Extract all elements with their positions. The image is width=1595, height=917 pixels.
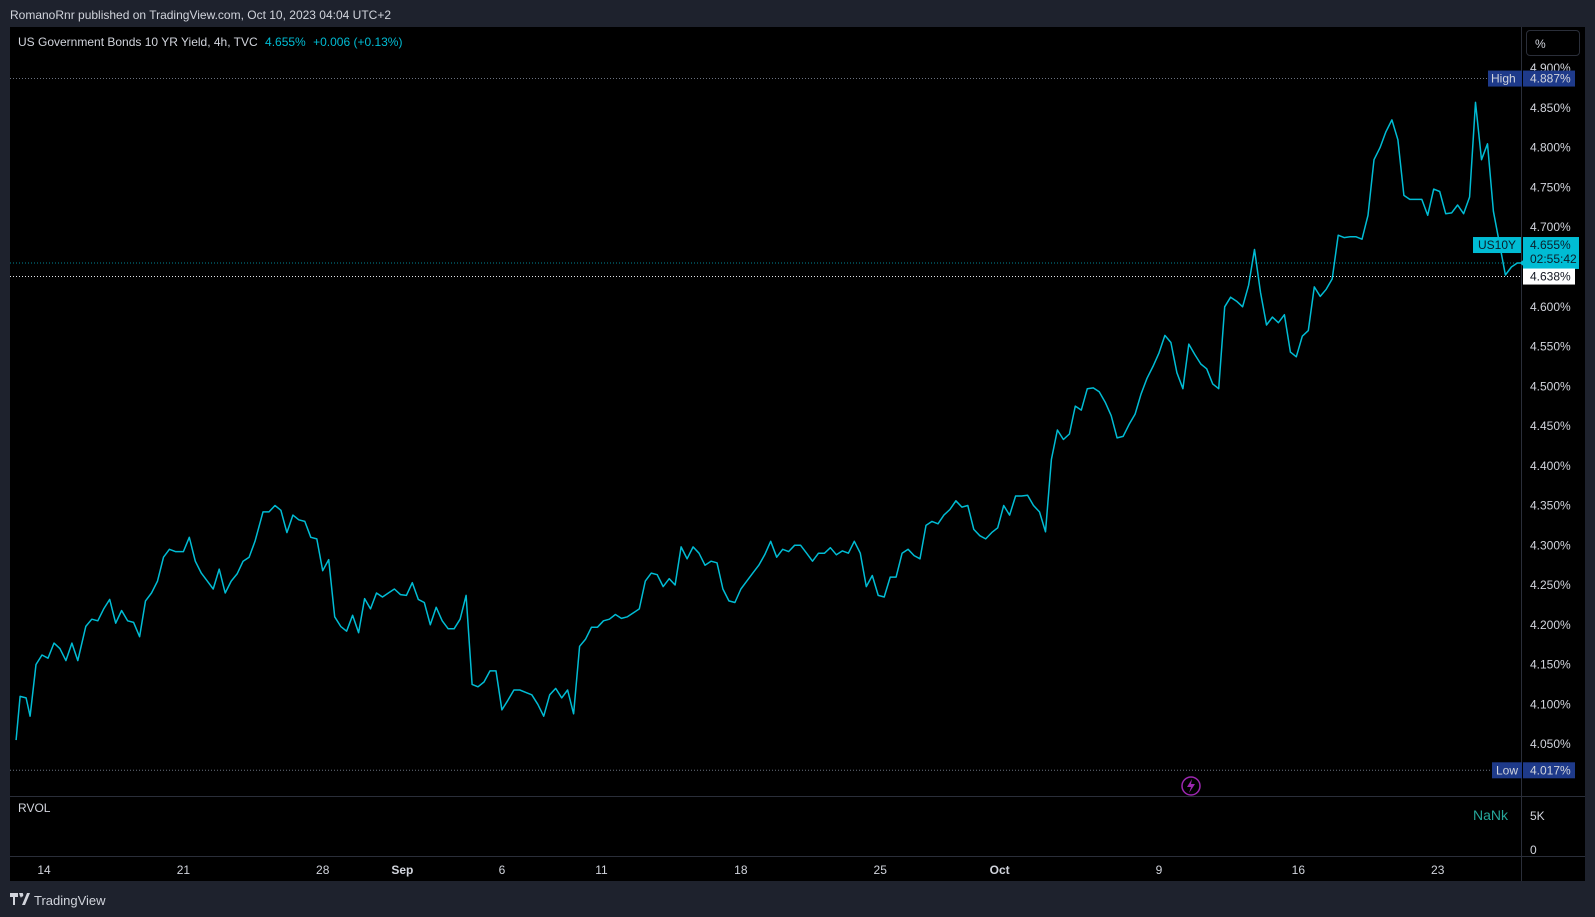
- low-value-label: 4.017%: [1530, 763, 1571, 777]
- rvol-tick-label: 5K: [1530, 809, 1545, 823]
- series-title: US Government Bonds 10 YR Yield, 4h, TVC: [18, 35, 258, 49]
- series-line: [15, 101, 1524, 741]
- symbol-tag-label: US10Y: [1478, 238, 1516, 252]
- price-tick-label: 4.450%: [1530, 419, 1571, 433]
- price-tick-label: 4.550%: [1530, 340, 1571, 354]
- tradingview-logo-icon: [10, 893, 30, 908]
- crosshair-value-label: 4.638%: [1530, 270, 1571, 284]
- series-legend[interactable]: US Government Bonds 10 YR Yield, 4h, TVC…: [18, 35, 402, 49]
- time-tick-label: 11: [595, 863, 608, 877]
- time-scale-divider: [10, 856, 1585, 857]
- series-change: +0.006 (+0.13%): [313, 35, 403, 49]
- high-tag-label: High: [1491, 72, 1516, 86]
- price-tick-label: 4.250%: [1530, 578, 1571, 592]
- time-tick-label: 6: [499, 863, 506, 877]
- low-value-bg: [1523, 762, 1575, 779]
- time-tick-label: 23: [1431, 863, 1445, 877]
- bar-countdown-label: 02:55:42: [1530, 252, 1577, 266]
- time-tick-label: 14: [37, 863, 51, 877]
- high-value-bg: [1523, 70, 1575, 87]
- symbol-tag-bg: [1473, 237, 1521, 254]
- price-tick-label: 4.400%: [1530, 459, 1571, 473]
- low-tag-bg: [1492, 762, 1522, 779]
- crosshair-value-bg: [1523, 268, 1575, 285]
- lightning-icon-bolt: [1187, 779, 1195, 793]
- price-scale-divider: [1521, 27, 1522, 881]
- chart-pane[interactable]: [10, 27, 1585, 881]
- price-tick-label: 4.800%: [1530, 141, 1571, 155]
- time-tick-label: 9: [1156, 863, 1163, 877]
- price-tick-label: 4.050%: [1530, 737, 1571, 751]
- rvol-tick-label: 0: [1530, 843, 1537, 857]
- price-tick-label: 4.700%: [1530, 220, 1571, 234]
- time-tick-label: Sep: [391, 863, 413, 877]
- time-tick-label: 25: [874, 863, 888, 877]
- price-tick-label: 4.300%: [1530, 538, 1571, 552]
- pane-divider[interactable]: [10, 796, 1585, 797]
- lightning-icon[interactable]: [1181, 776, 1201, 796]
- time-tick-label: 16: [1292, 863, 1306, 877]
- low-tag-label: Low: [1496, 763, 1518, 777]
- price-tick-label: 4.850%: [1530, 101, 1571, 115]
- brand-name: TradingView: [34, 893, 106, 908]
- rvol-indicator-value: NaNk: [1473, 807, 1509, 823]
- high-value-label: 4.887%: [1530, 72, 1571, 86]
- symbol-value-bg: [1523, 237, 1579, 270]
- time-tick-label: 18: [734, 863, 748, 877]
- symbol-value-label: 4.655%: [1530, 238, 1571, 252]
- publisher-info: RomanoRnr published on TradingView.com, …: [10, 8, 391, 22]
- price-tick-label: 4.750%: [1530, 180, 1571, 194]
- price-tick-label: 4.350%: [1530, 499, 1571, 513]
- high-tag-bg: [1488, 70, 1522, 87]
- price-unit-button[interactable]: %: [1526, 30, 1580, 56]
- price-tick-label: 4.600%: [1530, 300, 1571, 314]
- price-tick-label: 4.100%: [1530, 697, 1571, 711]
- price-tick-label: 4.200%: [1530, 618, 1571, 632]
- footer-branding: TradingView: [10, 893, 106, 908]
- rvol-indicator-title[interactable]: RVOL: [18, 801, 51, 815]
- series-last-value: 4.655%: [265, 35, 306, 49]
- time-tick-label: 21: [177, 863, 191, 877]
- time-tick-label: 28: [316, 863, 330, 877]
- price-tick-label: 4.150%: [1530, 658, 1571, 672]
- time-tick-label: Oct: [990, 863, 1010, 877]
- price-tick-label: 4.500%: [1530, 379, 1571, 393]
